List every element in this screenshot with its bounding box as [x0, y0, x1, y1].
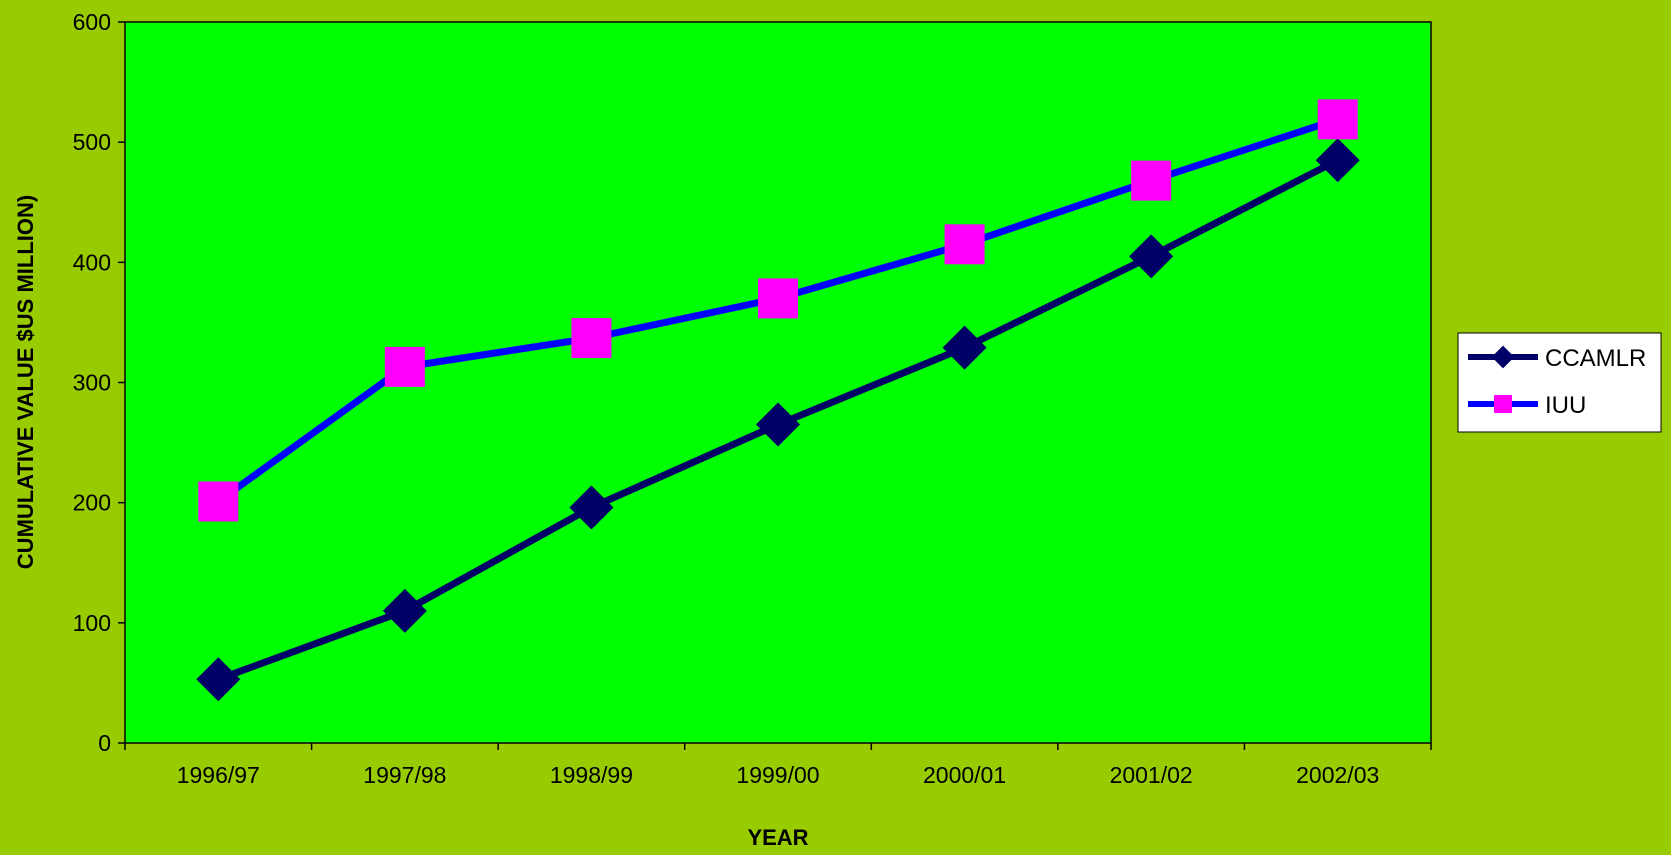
series-layer — [196, 99, 1360, 702]
legend: CCAMLR IUU — [1457, 332, 1662, 433]
legend-box — [1457, 332, 1662, 433]
data-point-iuu — [1317, 99, 1358, 140]
data-point-iuu — [571, 318, 612, 359]
x-tick-label: 2002/03 — [1296, 762, 1379, 788]
legend-label-ccamlr: CCAMLR — [1545, 345, 1646, 372]
x-axis-label: YEAR — [747, 825, 808, 850]
data-point-iuu — [1131, 160, 1172, 201]
y-tick-label: 300 — [73, 370, 111, 396]
data-point-ccamlr — [382, 588, 427, 633]
data-point-ccamlr — [1315, 138, 1360, 183]
x-tick-label: 1997/98 — [363, 762, 446, 788]
data-point-ccamlr — [756, 402, 800, 447]
legend-label-iuu: IUU — [1545, 392, 1586, 419]
legend-marker-ccamlr — [1491, 345, 1515, 369]
data-point-ccamlr — [1129, 234, 1174, 279]
x-tick-label: 1999/00 — [736, 762, 819, 788]
y-tick-label: 500 — [73, 129, 111, 155]
data-point-iuu — [758, 278, 798, 319]
plot-area — [124, 21, 1432, 744]
legend-marker-iuu — [1494, 395, 1512, 413]
x-tick-label: 1998/99 — [550, 762, 633, 788]
data-point-iuu — [384, 346, 425, 387]
x-tick-label: 2000/01 — [923, 762, 1006, 788]
data-point-ccamlr — [196, 657, 241, 702]
data-point-ccamlr — [569, 485, 614, 530]
axes: 0 100 200 300 400 500 600 1996/97 1997/98 1998/99… — [73, 9, 1432, 788]
y-tick-label: 400 — [73, 249, 111, 275]
y-tick-label: 600 — [73, 9, 111, 35]
data-point-iuu — [198, 481, 239, 522]
x-tick-label: 2001/02 — [1110, 762, 1193, 788]
y-tick-label: 100 — [73, 610, 111, 636]
data-point-iuu — [944, 224, 985, 265]
x-tick-label: 1996/97 — [177, 762, 260, 788]
data-point-ccamlr — [942, 325, 987, 370]
y-tick-label: 200 — [73, 490, 111, 516]
y-tick-label: 0 — [98, 730, 111, 756]
y-axis-label: CUMULATIVE VALUE $US MILLION) — [13, 195, 38, 569]
